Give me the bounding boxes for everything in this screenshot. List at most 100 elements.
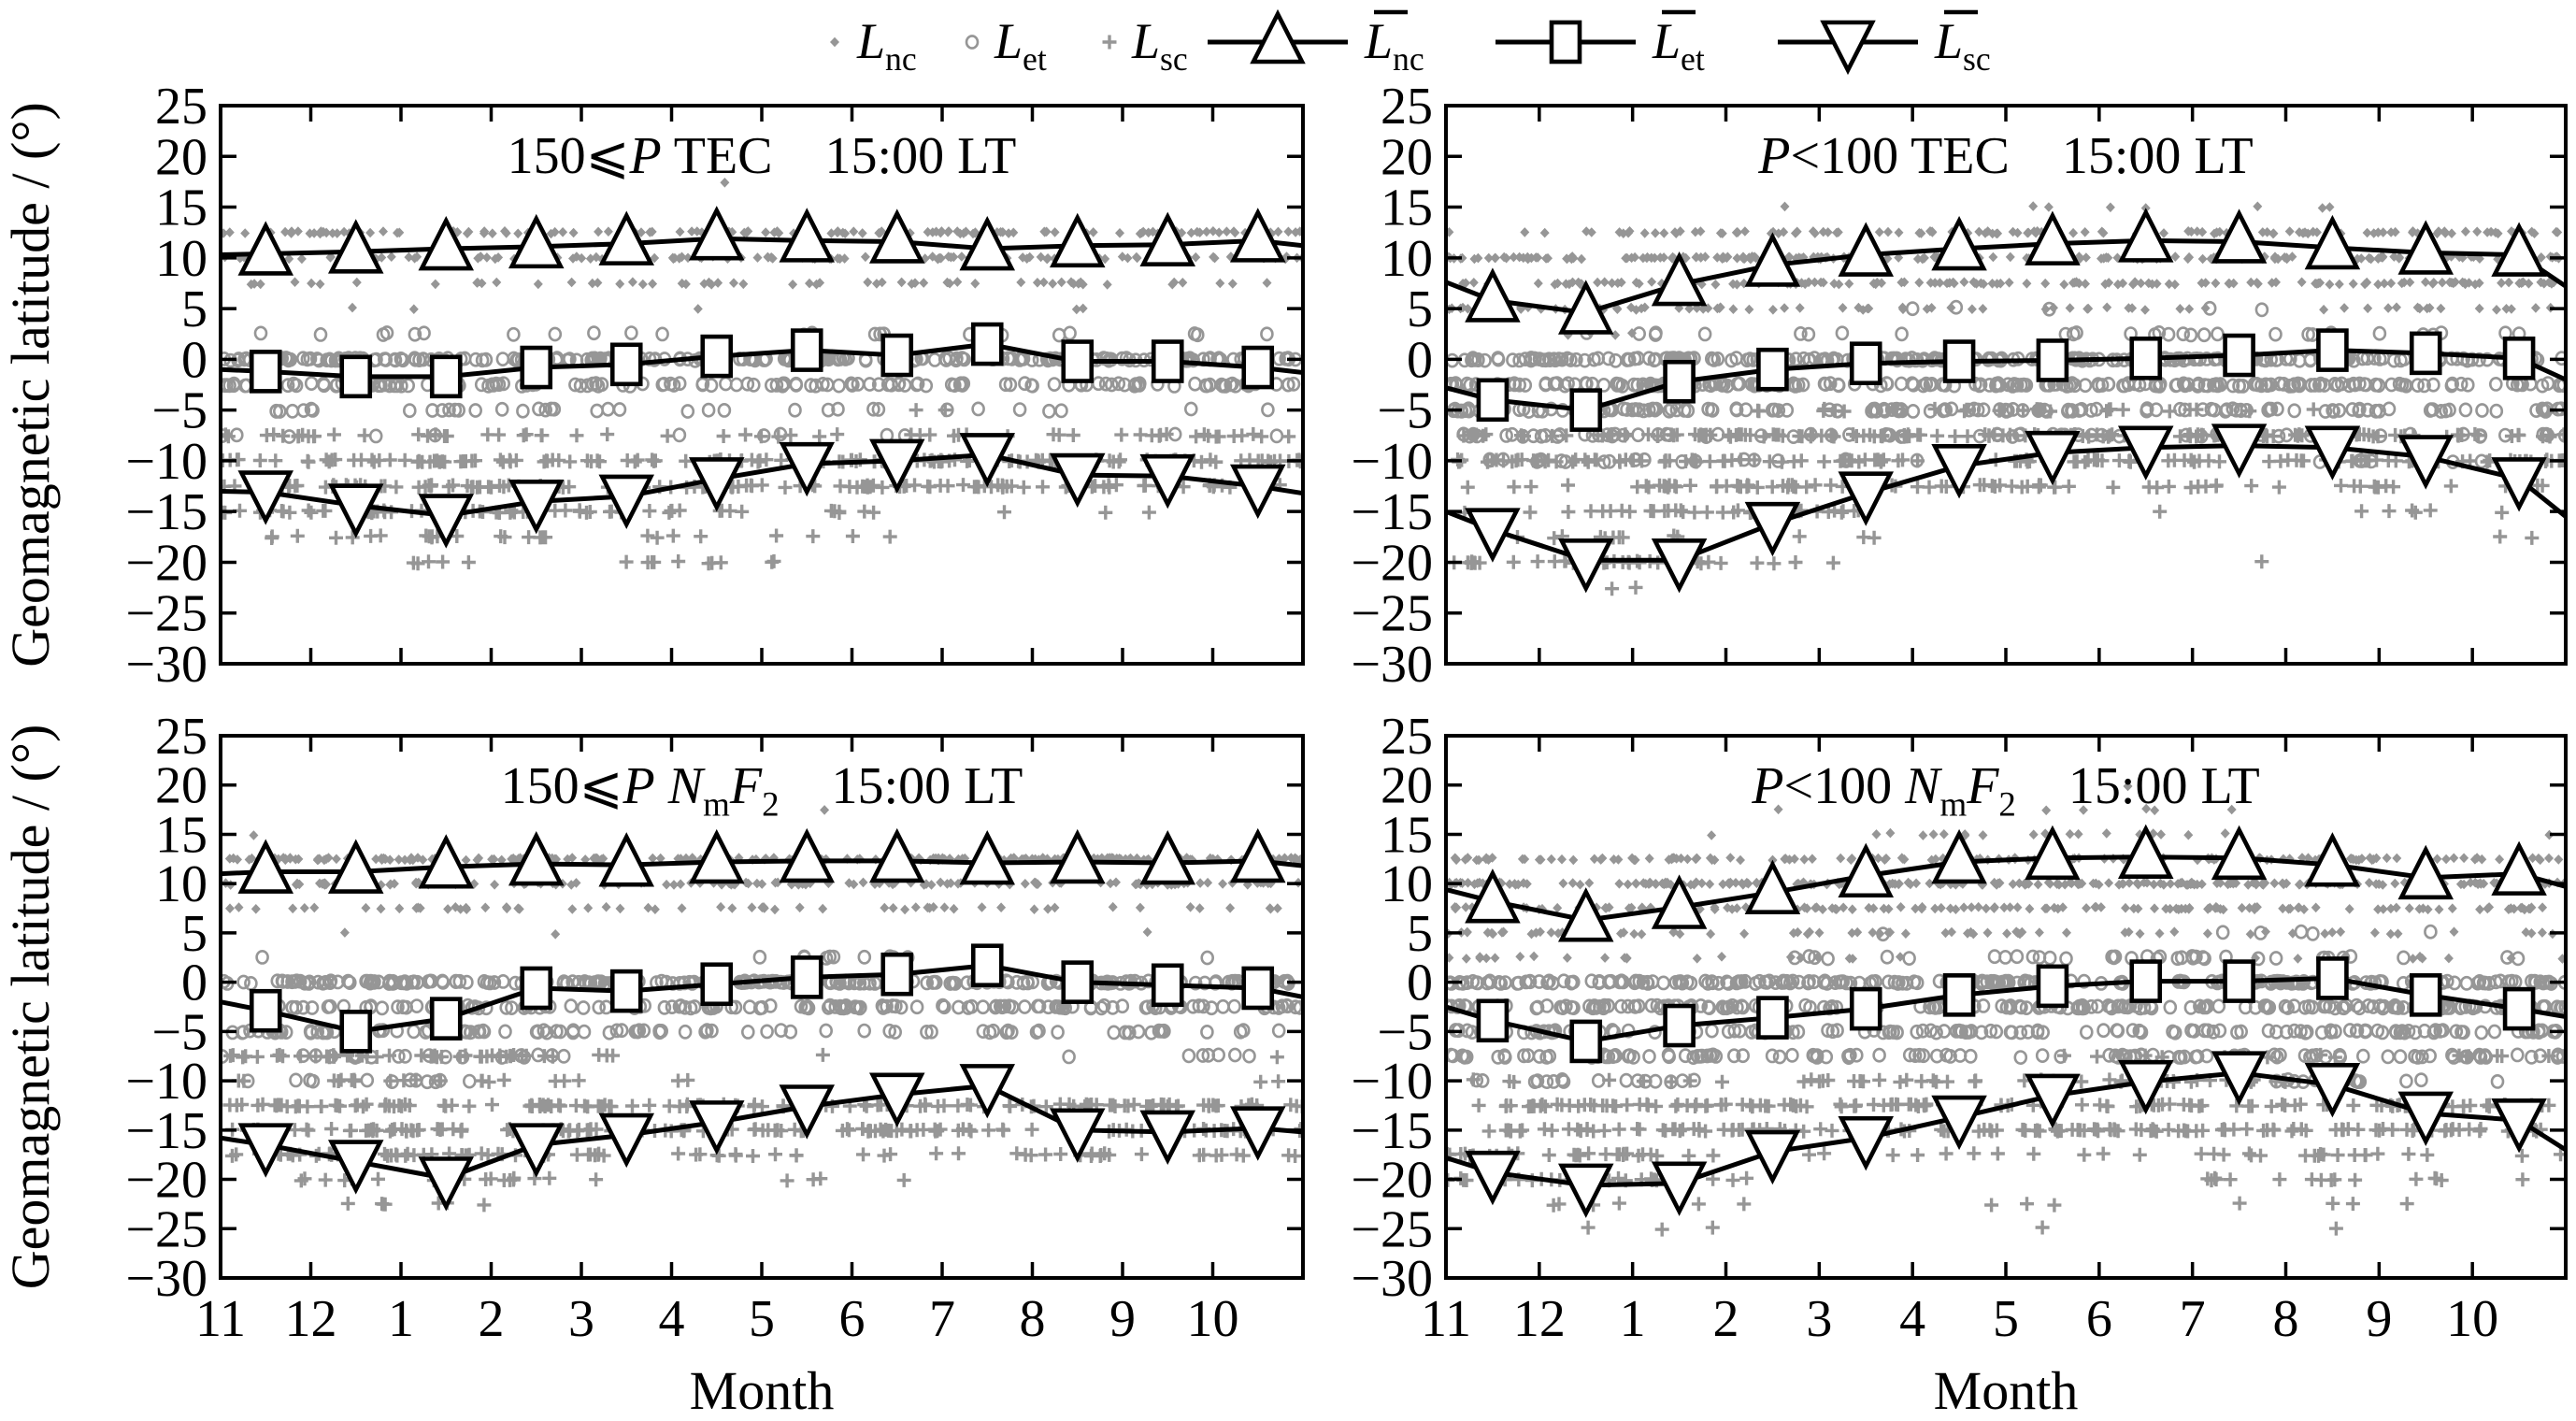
mean-marker-Lsc-top-left <box>779 441 836 497</box>
mean-marker-Lnc-top-right <box>1931 215 1987 271</box>
mean-marker-Lsc-bottom-right <box>2211 1051 2268 1106</box>
panel-title-bottom-left: 150⩽P NmF2 15:00 LT <box>501 757 1023 823</box>
x-tick-label: 11 <box>1421 1290 1471 1348</box>
panel-title-bottom-right-segment: P <box>1751 757 1783 815</box>
mean-marker-Lsc-bottom-left <box>598 1112 655 1169</box>
mean-marker-Lnc-bottom-left <box>598 832 655 887</box>
mean-marker-Let-bottom-left <box>609 969 643 1013</box>
mean-marker-Let-bottom-left <box>700 962 734 1007</box>
x-tick-label: 12 <box>285 1290 337 1348</box>
y-tick-label: 25 <box>155 78 208 136</box>
legend-item-Let-mean: Let <box>1496 9 1705 78</box>
y-tick-label: −20 <box>1351 1152 1433 1210</box>
mean-marker-Lnc-top-right <box>2304 214 2361 270</box>
circle-icon <box>965 35 980 50</box>
mean-marker-Lsc-top-right <box>1651 538 1708 594</box>
mean-marker-Lnc-top-left <box>868 208 925 264</box>
mean-marker-Let-top-right <box>1569 388 1603 432</box>
y-tick-label: 25 <box>1381 708 1433 766</box>
mean-marker-Lsc-bottom-left <box>779 1084 836 1140</box>
x-tick-label: 6 <box>2086 1290 2112 1348</box>
x-tick-label: 7 <box>2180 1290 2206 1348</box>
mean-marker-Lsc-top-left <box>418 494 475 549</box>
mean-marker-Lsc-bottom-right <box>1651 1161 1708 1216</box>
mean-marker-Lsc-top-right <box>2025 430 2081 486</box>
panel-title-bottom-right-segment: N <box>1904 757 1942 815</box>
mean-marker-Lnc-top-right <box>2397 220 2454 275</box>
mean-marker-Lnc-bottom-right <box>2491 840 2547 896</box>
legend-item-Lsc-mean: Lsc <box>1778 9 1991 78</box>
mean-marker-Lnc-top-left <box>959 215 1016 271</box>
y-tick-label: 15 <box>155 806 208 864</box>
plot-area-top-left <box>221 178 1303 571</box>
mean-marker-Let-bottom-right <box>1849 986 1882 1031</box>
panel-title-bottom-left-segment: P <box>623 757 655 815</box>
mean-marker-Lnc-bottom-right <box>1744 859 1801 914</box>
x-tick-label: 12 <box>1513 1290 1566 1348</box>
panel-title-bottom-right-segment: 15:00 LT <box>2016 757 2260 815</box>
triangle-up-icon <box>1250 8 1306 65</box>
mean-marker-Lsc-top-right <box>1465 508 1521 563</box>
x-tick-label: 1 <box>1620 1290 1646 1348</box>
mean-marker-Lnc-bottom-left <box>327 839 384 894</box>
x-axis-title: Month <box>1934 1360 2079 1421</box>
panel-title-bottom-right-segment: F <box>1966 757 1999 815</box>
mean-marker-Let-top-right <box>2129 336 2163 380</box>
mean-marker-Lsc-bottom-left <box>237 1123 294 1178</box>
y-tick-label: 20 <box>1381 128 1433 186</box>
y-tick-label: 5 <box>1407 905 1433 963</box>
mean-marker-Lnc-bottom-left <box>1139 829 1196 885</box>
mean-marker-Let-top-left <box>520 345 553 390</box>
mean-marker-Let-bottom-right <box>2223 959 2255 1003</box>
mean-marker-Lsc-top-left <box>508 480 565 535</box>
mean-marker-Let-bottom-right <box>2316 956 2349 1000</box>
mean-marker-Lnc-top-right <box>1651 251 1708 307</box>
mean-marker-Let-bottom-right <box>2129 959 2163 1003</box>
mean-marker-Lnc-top-right <box>2491 222 2547 277</box>
mean-marker-Lsc-top-right <box>1838 471 1895 526</box>
mean-marker-Lsc-top-left <box>1139 453 1196 510</box>
mean-marker-Let-bottom-right <box>2502 986 2536 1031</box>
y-tick-label: −10 <box>125 1053 208 1111</box>
panel-title-top-right-segment: P <box>1757 127 1790 185</box>
y-tick-label: −10 <box>125 433 208 491</box>
panel-title-bottom-left-segment <box>655 757 668 815</box>
x-tick-label: 4 <box>1899 1290 1925 1348</box>
legend-label-Let-segment: L <box>994 13 1023 69</box>
mean-marker-Lnc-top-right <box>2025 210 2081 266</box>
mean-marker-Lsc-top-left <box>598 474 655 529</box>
mean-marker-Lsc-top-right <box>2117 425 2174 481</box>
x-tick-label: 8 <box>1020 1290 1046 1348</box>
panel-title-top-left-segment: 150⩽ <box>508 127 630 185</box>
mean-marker-Lnc-bottom-right <box>1557 887 1614 942</box>
panel-title-bottom-left-segment: F <box>729 757 763 815</box>
mean-marker-Lnc-top-right <box>2117 208 2174 263</box>
y-tick-label: 15 <box>155 179 208 237</box>
panel-title-top-left-segment: TEC 15:00 LT <box>662 127 1017 185</box>
x-tick-label: 9 <box>2366 1290 2392 1348</box>
legend-item-Lnc: Lnc <box>830 13 917 78</box>
mean-marker-Lsc-bottom-right <box>2025 1073 2081 1128</box>
mean-marker-Lnc-bottom-left <box>418 834 475 889</box>
mean-marker-Lnc-bottom-right <box>2117 824 2174 880</box>
mean-marker-Lsc-bottom-right <box>2117 1059 2174 1115</box>
x-tick-label: 4 <box>659 1290 685 1348</box>
mean-marker-Lnc-bottom-right <box>2304 832 2361 887</box>
mean-marker-Let-top-right <box>2036 338 2069 382</box>
mean-marker-Lsc-bottom-left <box>1229 1106 1286 1161</box>
mean-marker-Lsc-bottom-right <box>2304 1063 2361 1118</box>
plus-icon <box>1102 35 1117 50</box>
y-tick-label: 20 <box>1381 757 1433 815</box>
x-tick-label: 1 <box>388 1290 414 1348</box>
mean-marker-Let-top-left <box>1151 339 1184 383</box>
y-tick-label: 15 <box>1381 806 1433 864</box>
x-tick-label: 10 <box>2446 1290 2498 1348</box>
panel-title-top-right-segment: <100 TEC 15:00 LT <box>1791 127 2254 185</box>
mean-marker-Lsc-top-right <box>2211 423 2268 479</box>
legend-label-Lsc: Lsc <box>1131 13 1188 78</box>
y-tick-label: 10 <box>1381 855 1433 913</box>
legend-label-Lsc-segment: sc <box>1160 40 1188 78</box>
